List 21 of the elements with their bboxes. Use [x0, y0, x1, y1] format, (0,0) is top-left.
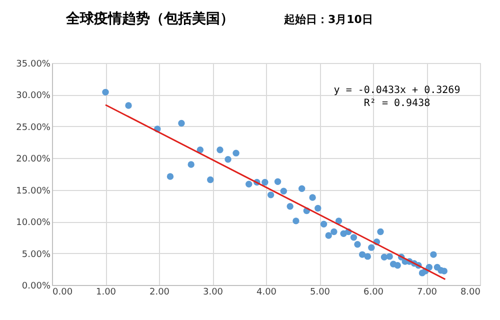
annotation: R² = 0.9438 — [364, 98, 430, 109]
y-tick-label: 30.00% — [16, 91, 51, 102]
x-tick-label: 1.00 — [96, 288, 116, 298]
y-tick-label: 5.00% — [22, 250, 51, 260]
x-tick-label: 8.00 — [460, 288, 481, 298]
x-tick-label: 2.00 — [149, 288, 170, 298]
y-tick-label: 35.00% — [16, 60, 51, 70]
x-tick-label: 7.00 — [416, 288, 438, 298]
y-tick-label: 20.00% — [16, 154, 51, 165]
x-tick-label: 5.00 — [310, 288, 330, 298]
x-tick-label: 6.00 — [363, 288, 384, 298]
y-tick-label: 25.00% — [16, 122, 51, 133]
y-tick-label: 0.00% — [22, 282, 51, 292]
x-tick-label: 4.00 — [256, 288, 277, 298]
chart-title: 全球疫情趋势（包括美国） — [65, 10, 234, 27]
y-tick-label: 10.00% — [16, 218, 51, 228]
chart-subtitle: 起始日：3月10日 — [283, 13, 373, 26]
y-tick-label: 15.00% — [16, 186, 51, 196]
x-tick-label: 0.00 — [52, 288, 73, 298]
x-tick-label: 3.00 — [202, 288, 224, 298]
annotation: y = -0.0433x + 0.3269 — [334, 85, 460, 96]
